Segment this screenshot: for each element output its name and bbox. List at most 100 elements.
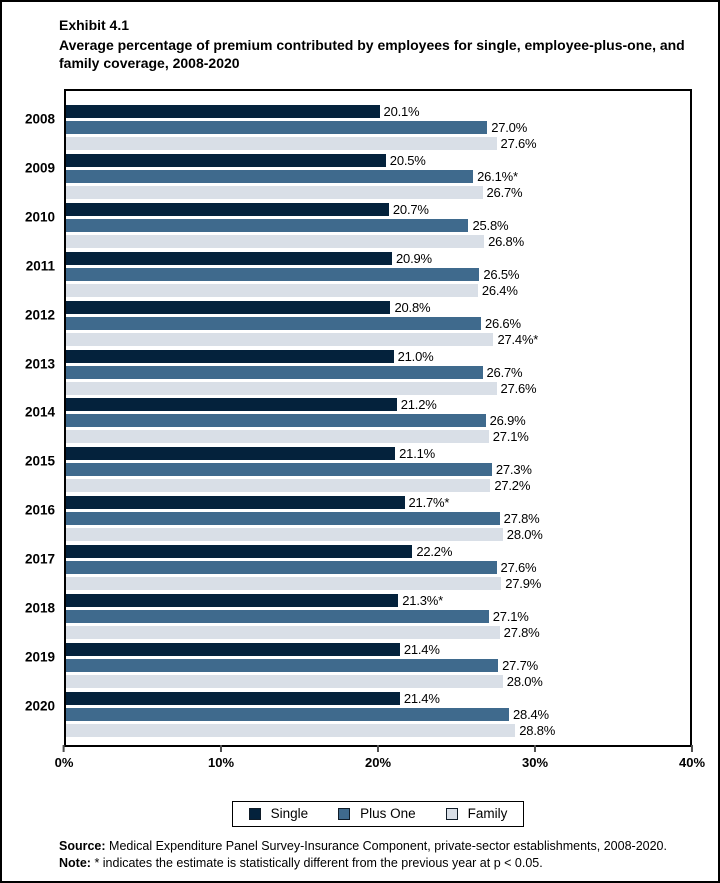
bar-family-2017 (66, 577, 502, 591)
legend-swatch-icon (445, 807, 458, 820)
bar-value-label: 20.7% (392, 201, 429, 217)
bar-row: 20.1% (66, 105, 690, 118)
bar-plus-one-2011 (66, 267, 480, 281)
bar-row: 26.5% (66, 266, 690, 282)
legend-label: Family (467, 806, 508, 821)
bar-plus-one-2013 (66, 365, 483, 379)
bar-value-label: 27.0% (491, 120, 528, 135)
x-axis-tick-mark (220, 745, 222, 752)
x-axis-tick: 20% (365, 745, 391, 770)
x-axis-tick-mark (534, 745, 536, 752)
bar-row: 28.0% (66, 674, 690, 688)
bar-single-2011 (66, 251, 393, 265)
y-axis-year-label: 2008 (24, 111, 55, 127)
year-group-2014: 2014 21.2% 26.9% 27.1% (25, 398, 690, 445)
chart-title: Average percentage of premium contribute… (59, 37, 685, 71)
source-note: Source: Medical Expenditure Panel Survey… (59, 838, 698, 855)
bar-value-label: 20.1% (383, 104, 420, 119)
bar-row: 28.0% (66, 528, 690, 542)
bar-value-label: 26.4% (481, 282, 518, 298)
bar-single-2008 (66, 105, 380, 118)
bar-plus-one-2010 (66, 218, 469, 232)
exhibit-label: Exhibit 4.1 (59, 17, 130, 33)
bar-row: 27.9% (66, 577, 690, 591)
bar-row: 21.3%* (66, 594, 690, 608)
bar-value-label: 26.6% (484, 315, 521, 331)
year-group-2009: 2009 20.5% 26.1%* 26.7% (25, 153, 690, 199)
bar-plus-one-2018 (66, 610, 489, 624)
bar-row: 27.3% (66, 462, 690, 478)
bar-row: 21.0% (66, 349, 690, 363)
bar-single-2013 (66, 349, 394, 363)
bar-value-label: 28.4% (513, 706, 549, 722)
bar-row: 27.6% (66, 560, 690, 576)
x-axis-tick-label: 20% (364, 755, 392, 770)
bar-value-label: 27.1% (492, 429, 529, 445)
bar-value-label: 22.2% (416, 544, 453, 560)
bar-row: 27.0% (66, 121, 690, 134)
bar-value-label: 20.8% (394, 299, 431, 315)
legend: Single Plus One Family (231, 801, 525, 827)
y-axis-year-label: 2012 (24, 307, 55, 323)
bar-family-2009 (66, 185, 483, 199)
bar-value-label: 27.6% (500, 560, 537, 576)
bar-row: 26.9% (66, 413, 690, 429)
bar-value-label: 27.8% (503, 511, 540, 527)
bar-row: 27.4%* (66, 331, 690, 347)
bar-plus-one-2012 (66, 316, 481, 330)
bar-row: 21.1% (66, 446, 690, 462)
bar-value-label: 25.8% (472, 217, 509, 233)
bar-value-label: 28.8% (519, 722, 556, 738)
bar-value-label: 26.7% (486, 364, 523, 380)
year-group-2015: 2015 21.1% 27.3% 27.2% (25, 446, 690, 493)
bar-row: 21.4% (66, 690, 690, 706)
bar-row: 27.7% (66, 658, 690, 672)
legend-container: Single Plus One Family (64, 801, 692, 827)
bar-value-label: 21.7%* (408, 495, 450, 511)
year-group-2020: 2020 21.4% 28.4% 28.8% (25, 690, 690, 738)
year-group-2010: 2010 20.7% 25.8% 26.8% (25, 201, 690, 249)
bar-row: 27.8% (66, 511, 690, 527)
bar-row: 21.2% (66, 398, 690, 412)
bar-value-label: 21.4% (403, 690, 440, 706)
bar-family-2014 (66, 430, 489, 444)
bar-value-label: 21.1% (399, 446, 436, 462)
x-axis-tick: 10% (208, 745, 234, 770)
bar-single-2017 (66, 545, 413, 559)
legend-swatch-icon (248, 807, 261, 820)
bar-value-label: 26.8% (488, 233, 524, 249)
bar-row: 28.8% (66, 722, 690, 738)
bar-value-label: 27.8% (503, 625, 540, 641)
source-text: Medical Expenditure Panel Survey-Insuran… (109, 839, 667, 853)
bar-value-label: 26.5% (483, 266, 520, 282)
bar-row: 26.7% (66, 185, 690, 199)
bar-value-label: 27.6% (500, 380, 537, 396)
bar-row: 21.7%* (66, 495, 690, 511)
y-axis-year-label: 2016 (24, 502, 55, 518)
y-axis-year-label: 2018 (24, 600, 55, 616)
bar-row: 27.1% (66, 429, 690, 445)
bar-value-label: 27.4%* (497, 331, 539, 347)
bar-row: 26.1%* (66, 169, 690, 183)
bar-value-label: 27.3% (495, 462, 532, 478)
bar-value-label: 26.9% (489, 413, 526, 429)
bar-single-2018 (66, 594, 399, 608)
x-axis-tick-label: 40% (678, 755, 706, 770)
x-axis-tick: 40% (679, 745, 705, 770)
grouped-bar-chart: 2008 20.1% 27.0% 27.6% 2009 20.5% 26.1%* 26.7% 2… (25, 89, 705, 770)
x-axis-tick: 0% (55, 745, 73, 770)
x-axis-tick-mark (377, 745, 379, 752)
bar-plus-one-2008 (66, 121, 488, 134)
y-axis-year-label: 2020 (24, 698, 55, 714)
bar-row: 26.8% (66, 233, 690, 249)
year-group-2012: 2012 20.8% 26.6% 27.4%* (25, 299, 690, 347)
y-axis-year-label: 2011 (25, 258, 55, 274)
bar-single-2014 (66, 398, 397, 412)
footnotes: Source: Medical Expenditure Panel Survey… (59, 838, 698, 872)
bar-row: 20.9% (66, 251, 690, 265)
bar-single-2016 (66, 496, 405, 510)
legend-swatch-icon (338, 807, 351, 820)
x-axis-tick: 30% (522, 745, 548, 770)
bar-row: 22.2% (66, 544, 690, 560)
bar-plus-one-2019 (66, 658, 499, 672)
